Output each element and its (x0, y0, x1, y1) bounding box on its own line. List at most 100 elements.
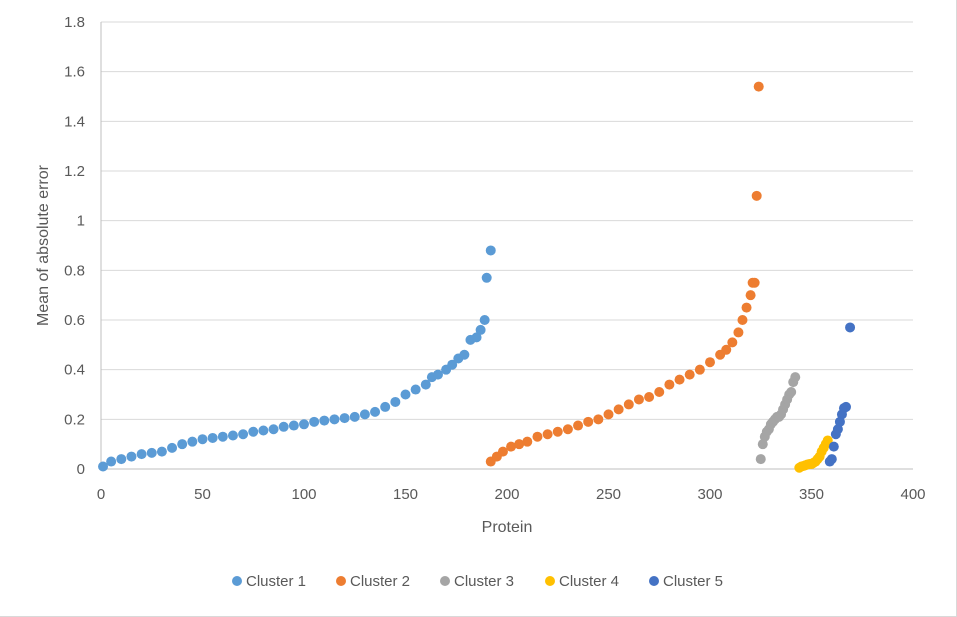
x-tick-label: 350 (799, 486, 824, 503)
data-point (613, 404, 624, 415)
y-tick-label: 1.8 (64, 14, 85, 31)
y-tick-label: 0.2 (64, 411, 85, 428)
legend-item: Cluster 1 (232, 573, 306, 590)
data-point (826, 454, 837, 465)
y-tick-labels: 0 0.2 0.4 0.6 0.8 1 1.2 1.4 1.6 1.8 (64, 14, 85, 478)
data-point (542, 429, 553, 440)
x-tick-labels: 0 50 100 150 200 250 300 350 400 (97, 486, 926, 503)
data-point (790, 372, 801, 383)
y-tick-label: 1.4 (64, 113, 85, 130)
axes (100, 22, 913, 470)
y-tick-label: 0 (77, 461, 85, 478)
data-point (623, 399, 634, 410)
data-point (721, 344, 732, 355)
data-point (146, 447, 157, 458)
data-point (532, 431, 543, 442)
legend-marker (232, 576, 242, 586)
y-tick-label: 0.4 (64, 362, 85, 379)
y-tick-label: 0.8 (64, 262, 85, 279)
data-point (522, 436, 533, 447)
legend-label: Cluster 4 (559, 573, 619, 590)
data-point (475, 324, 486, 335)
data-point (370, 406, 381, 417)
data-point (126, 451, 137, 462)
data-point (420, 379, 431, 390)
x-tick-label: 200 (494, 486, 519, 503)
data-point (737, 315, 748, 325)
legend-marker (336, 576, 346, 586)
y-tick-label: 1.6 (64, 64, 85, 81)
data-point (694, 364, 705, 375)
data-point (156, 446, 167, 457)
data-point (380, 401, 391, 412)
series-3 (755, 372, 801, 465)
data-point (749, 277, 760, 288)
legend-item: Cluster 2 (336, 573, 410, 590)
data-point (481, 272, 492, 283)
data-point (497, 446, 508, 457)
data-point (514, 439, 525, 450)
series-1 (98, 245, 496, 472)
data-point (268, 424, 279, 435)
legend-item: Cluster 3 (440, 573, 514, 590)
legend-marker (545, 576, 555, 586)
data-point (410, 384, 421, 395)
data-point (506, 441, 517, 452)
data-point (98, 461, 109, 472)
data-point (339, 413, 350, 424)
data-point (593, 414, 604, 425)
data-point (727, 337, 738, 348)
data-point (745, 290, 756, 301)
y-axis-title: Mean of absolute error (35, 164, 52, 326)
data-point (299, 419, 309, 430)
x-tick-label: 100 (291, 486, 316, 503)
data-point (755, 454, 766, 465)
data-point (167, 442, 178, 453)
data-point (751, 190, 762, 201)
plot-area (98, 81, 856, 473)
data-point (177, 439, 188, 450)
data-point (187, 436, 198, 447)
data-point (562, 424, 573, 435)
x-tick-label: 300 (697, 486, 722, 503)
data-point (400, 389, 411, 400)
data-point (485, 245, 496, 256)
series-4 (794, 435, 833, 473)
data-point (654, 387, 665, 398)
data-point (828, 441, 839, 452)
data-point (822, 435, 833, 446)
data-point (238, 429, 249, 440)
data-point (741, 302, 752, 313)
legend-label: Cluster 3 (454, 573, 514, 590)
data-point (106, 456, 117, 467)
data-point (288, 420, 299, 431)
data-point (664, 379, 675, 390)
data-point (329, 414, 340, 425)
legend-marker (649, 576, 659, 586)
legend-item: Cluster 4 (545, 573, 619, 590)
legend-label: Cluster 1 (246, 573, 306, 590)
x-tick-label: 400 (900, 486, 925, 503)
data-point (733, 327, 744, 338)
x-axis-title: Protein (482, 519, 533, 536)
data-point (552, 426, 563, 437)
data-point (319, 415, 330, 426)
y-tick-label: 1 (77, 213, 85, 230)
data-point (459, 349, 470, 360)
data-point (684, 369, 695, 380)
legend: Cluster 1 Cluster 2 Cluster 3 Cluster 4 Clus… (232, 573, 723, 590)
data-point (116, 454, 127, 465)
x-tick-label: 250 (596, 486, 621, 503)
data-point (432, 369, 443, 380)
data-point (258, 425, 269, 436)
data-point (573, 420, 584, 431)
legend-label: Cluster 2 (350, 573, 410, 590)
series-5 (824, 322, 856, 467)
data-point (349, 411, 360, 422)
data-point (217, 431, 228, 442)
y-tick-label: 0.6 (64, 312, 85, 329)
legend-item: Cluster 5 (649, 573, 723, 590)
data-point (248, 426, 259, 437)
